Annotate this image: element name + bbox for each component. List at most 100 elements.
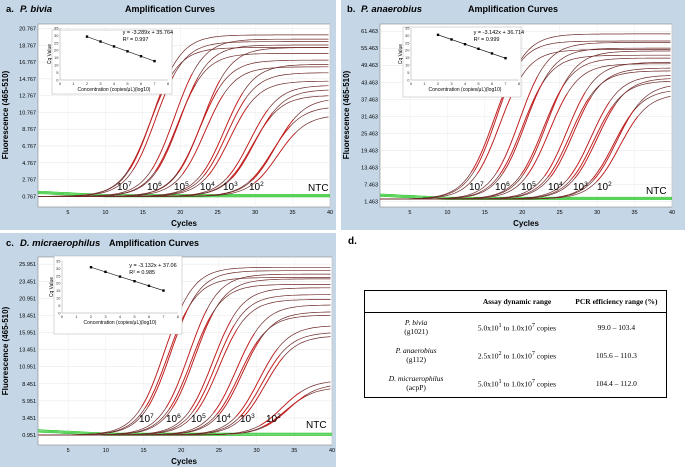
y-tick-label: 1.463 xyxy=(364,199,378,205)
x-tick-label: 40 xyxy=(329,448,335,454)
organism-name: D. micraerophilus xyxy=(388,374,444,383)
qpcr-summary-table: Assay dynamic range PCR efficiency range… xyxy=(364,290,667,398)
table-header-row: Assay dynamic range PCR efficiency range… xyxy=(364,290,667,313)
x-tick-label: 10 xyxy=(102,210,108,216)
concentration-label: 104 xyxy=(200,181,215,193)
inset-regression-line xyxy=(437,34,506,59)
inset-y-tick-label: 10 xyxy=(56,296,61,301)
concentration-label: 103 xyxy=(573,181,588,193)
inset-x-tick-label: 5 xyxy=(126,81,129,86)
inset-regression-line xyxy=(90,266,164,291)
amplification-curve-highlight xyxy=(182,95,224,175)
x-tick-label: 15 xyxy=(140,210,146,216)
organism-cell: D. micraerophilus (acpP) xyxy=(365,369,468,398)
inset-data-point xyxy=(504,56,507,60)
inset-data-point xyxy=(490,52,494,55)
x-tick-label: 35 xyxy=(291,448,297,454)
inset-data-point xyxy=(153,59,156,63)
gene-name: (g1021) xyxy=(404,327,428,336)
y-axis-label: Fluorescence (465-510) xyxy=(1,306,10,395)
panel-letter: a. xyxy=(6,4,14,15)
ntc-label: NTC xyxy=(646,186,667,197)
ntc-curve xyxy=(379,193,672,198)
inset-data-point xyxy=(450,38,453,41)
chart-b-svg: b. P. anaerobius Amplification Curves 1.… xyxy=(342,4,675,228)
inset-y-tick-label: 0 xyxy=(58,310,61,315)
y-tick-label: 12.767 xyxy=(19,94,36,100)
inset-x-axis-label: Concentration (copies/μL)(log10) xyxy=(429,87,502,93)
x-tick-label: 25 xyxy=(557,210,563,216)
y-tick-label: 18.451 xyxy=(19,313,36,319)
inset-data-point xyxy=(99,40,102,43)
amplification-curve-highlight xyxy=(520,88,562,176)
amplification-curve-highlight xyxy=(544,92,586,177)
y-tick-label: 0.951 xyxy=(22,433,36,439)
inset-regression-line xyxy=(86,36,155,62)
x-tick-label: 40 xyxy=(327,210,333,216)
x-tick-label: 20 xyxy=(178,448,184,454)
inset-y-tick-label: 35 xyxy=(56,258,61,263)
amplification-curve-highlight xyxy=(151,73,193,170)
amplification-curve-highlight xyxy=(231,112,273,179)
amplification-curve-highlight xyxy=(241,357,284,419)
inset-y-tick-label: 30 xyxy=(405,33,410,38)
ntc-label: NTC xyxy=(306,420,327,431)
x-tick-label: 30 xyxy=(252,210,258,216)
range-mid: to 1.0x10 xyxy=(501,323,532,333)
table-header-cell: Assay dynamic range xyxy=(467,290,567,313)
x-tick-label: 30 xyxy=(254,448,260,454)
range-exponent: 1 xyxy=(498,377,502,385)
y-ticks: 1.463 7.463 13.463 19.463 25.463 31.463 37.463… xyxy=(361,29,378,205)
amplification-curve xyxy=(380,49,671,200)
range-mid: to 1.0x10 xyxy=(501,379,532,389)
range-tail: copies xyxy=(535,379,557,389)
inset-y-tick-label: 25 xyxy=(54,40,59,45)
table-row: P. anaerobius (g112) 2.5x102 to 1.0x107 c… xyxy=(365,341,667,369)
dynamic-range-cell: 5.0x101 to 1.0x107 copies xyxy=(467,313,567,342)
concentration-label: 105 xyxy=(521,181,536,193)
concentration-label: 102 xyxy=(266,413,281,425)
amplification-curve-highlight xyxy=(216,341,258,415)
inset-data-point xyxy=(436,33,440,37)
inset-y-tick-label: 25 xyxy=(405,40,410,45)
inset-x-tick-label: 1 xyxy=(72,81,75,86)
x-axis-label: Cycles xyxy=(171,219,197,228)
y-tick-label: 20.767 xyxy=(19,26,36,32)
efficiency-cell: 105.6 – 110.3 xyxy=(595,350,637,360)
inset-y-tick-label: 35 xyxy=(54,25,59,30)
x-ticks: 5 10 15 20 25 30 35 40 xyxy=(66,210,333,216)
amplification-curve-highlight xyxy=(571,106,613,180)
amplification-curve-highlight xyxy=(179,80,221,172)
table-header-cell: PCR efficiency range (%) xyxy=(566,290,667,313)
inset-x-axis-label: Concentration (copies/μL)(log10) xyxy=(84,320,157,326)
x-tick-label: 20 xyxy=(519,210,525,216)
inset-y-tick-label: 30 xyxy=(54,33,59,38)
inset-x-tick-label: 6 xyxy=(491,81,494,86)
amplification-curve xyxy=(37,41,329,197)
organism-name: D. micraerophilus xyxy=(20,238,100,249)
x-ticks: 5 10 15 20 25 30 35 40 xyxy=(67,448,335,454)
y-tick-label: 3.451 xyxy=(22,416,36,422)
amplification-curve-highlight xyxy=(171,313,214,409)
concentration-label: 105 xyxy=(174,181,189,193)
y-tick-label: 19.463 xyxy=(361,148,378,154)
concentration-label: 103 xyxy=(223,181,238,193)
x-tick-label: 5 xyxy=(408,210,411,216)
inset-x-tick-label: 8 xyxy=(518,81,521,86)
inset-x-tick-label: 1 xyxy=(75,314,78,319)
panel-b: b. P. anaerobius Amplification Curves 1.… xyxy=(341,0,685,230)
amplification-curve-highlight xyxy=(165,309,208,408)
range-exponent: 7 xyxy=(531,321,536,329)
y-tick-label: 2.767 xyxy=(22,178,36,184)
organism-cell: P. anaerobius (g112) xyxy=(365,341,468,369)
organism-cell: P. bivia (g1021) xyxy=(365,313,468,342)
inset-x-tick-label: 7 xyxy=(153,81,156,86)
y-tick-label: 49.463 xyxy=(361,63,378,69)
concentration-label: 106 xyxy=(495,181,510,193)
organism-name: P. bivia xyxy=(404,318,428,327)
range-exponent: 2 xyxy=(498,349,502,357)
range-exponent: 1 xyxy=(498,321,502,329)
y-tick-label: 6.767 xyxy=(22,144,36,150)
x-tick-label: 35 xyxy=(632,210,638,216)
y-axis-label: Fluorescence (465-510) xyxy=(342,70,351,159)
